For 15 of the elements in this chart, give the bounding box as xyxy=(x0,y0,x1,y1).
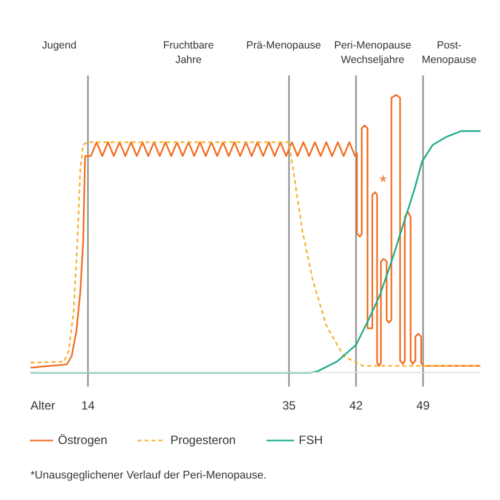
x-tick-label: 14 xyxy=(81,398,95,413)
legend-label: Östrogen xyxy=(58,433,108,447)
text: Post- Menopause xyxy=(422,39,477,66)
annotation: * xyxy=(380,172,387,192)
text: Jugend xyxy=(42,39,77,52)
x-tick-label: 35 xyxy=(282,398,296,413)
x-tick-label: 49 xyxy=(416,398,430,413)
text: Fruchtbare Jahre xyxy=(163,39,214,66)
text: Peri-Menopause Wechseljahre xyxy=(334,39,412,66)
text: *Unausgeglichener Verlauf der Peri-Menopause. xyxy=(30,470,267,482)
x-axis-title: Alter xyxy=(30,398,56,413)
legend-label: Progesteron xyxy=(170,433,236,447)
x-tick-label: 42 xyxy=(349,398,364,413)
text: Prä-Menopause xyxy=(246,39,322,52)
legend-label: FSH xyxy=(298,433,323,447)
